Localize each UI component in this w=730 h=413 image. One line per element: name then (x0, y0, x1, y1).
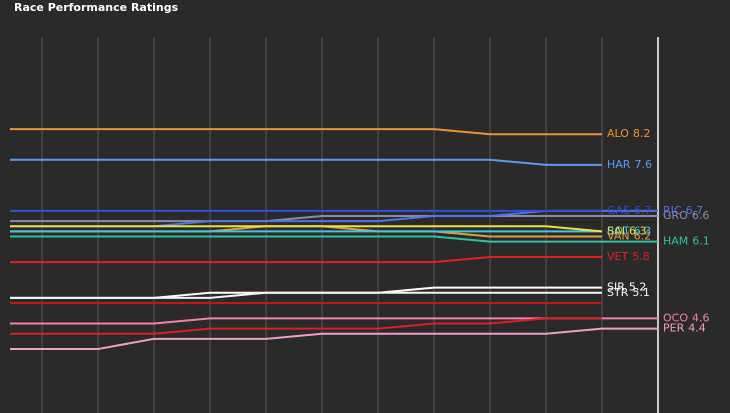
end-label: OCO 4.6 (663, 311, 710, 324)
series-line (42, 128, 602, 136)
series-name: GRO (663, 209, 688, 222)
end-label: BOT 6.3 (607, 224, 651, 237)
value-label: 8.2 (633, 127, 651, 140)
end-label: SAI 6.3 (607, 224, 646, 237)
series-name: STR (607, 286, 629, 299)
end-label: VAN 6.2 (607, 230, 651, 243)
chart-title: Race Performance Ratings (14, 1, 179, 14)
value-label: 6.1 (692, 235, 710, 248)
series-name: SAI (607, 224, 625, 237)
value-label: 4.6 (692, 311, 710, 324)
value-label: 6.3 (634, 224, 652, 237)
series-name: RIC (663, 204, 682, 217)
series-line (42, 235, 658, 243)
end-label: SIR 5.2 (607, 281, 646, 294)
series-line (42, 255, 602, 264)
end-label: PER 4.4 (663, 322, 706, 335)
value-label: 5.8 (632, 250, 650, 263)
value-label: 5.1 (632, 286, 650, 299)
series-name: PER (663, 322, 685, 335)
series-line (42, 215, 658, 223)
series-name: BOT (607, 224, 630, 237)
end-label: STR 5.1 (607, 286, 650, 299)
series-name: HAR (607, 158, 631, 171)
value-label: 4.4 (688, 322, 706, 335)
series-line (42, 225, 603, 233)
series-line (42, 158, 602, 166)
value-label: 6.6 (692, 209, 710, 222)
series-name: GAS (607, 204, 630, 217)
end-label: RIC 6.7 (663, 204, 703, 217)
series-name: VAN (607, 230, 630, 243)
end-label: ALO 8.2 (607, 127, 650, 140)
series-line (42, 291, 602, 299)
end-label: VET 5.8 (607, 250, 650, 263)
series-name: ALO (607, 127, 629, 140)
end-label: GRO 6.6 (663, 209, 709, 222)
series-name: OCO (663, 311, 688, 324)
value-label: 7.6 (634, 158, 652, 171)
value-label: 5.2 (629, 281, 647, 294)
value-label: 6.2 (634, 230, 652, 243)
series-line (42, 327, 658, 351)
series-name: VET (607, 250, 628, 263)
value-label: 6.7 (686, 204, 704, 217)
end-label: HAR 7.6 (607, 158, 652, 171)
end-label: HAM 6.1 (663, 235, 710, 248)
value-label: 6.3 (629, 224, 647, 237)
value-label: 6.7 (634, 204, 652, 217)
series-name: HAM (663, 235, 688, 248)
series-line (42, 317, 602, 335)
end-label: GAS 6.7 (607, 204, 652, 217)
series-name: SIR (607, 281, 625, 294)
